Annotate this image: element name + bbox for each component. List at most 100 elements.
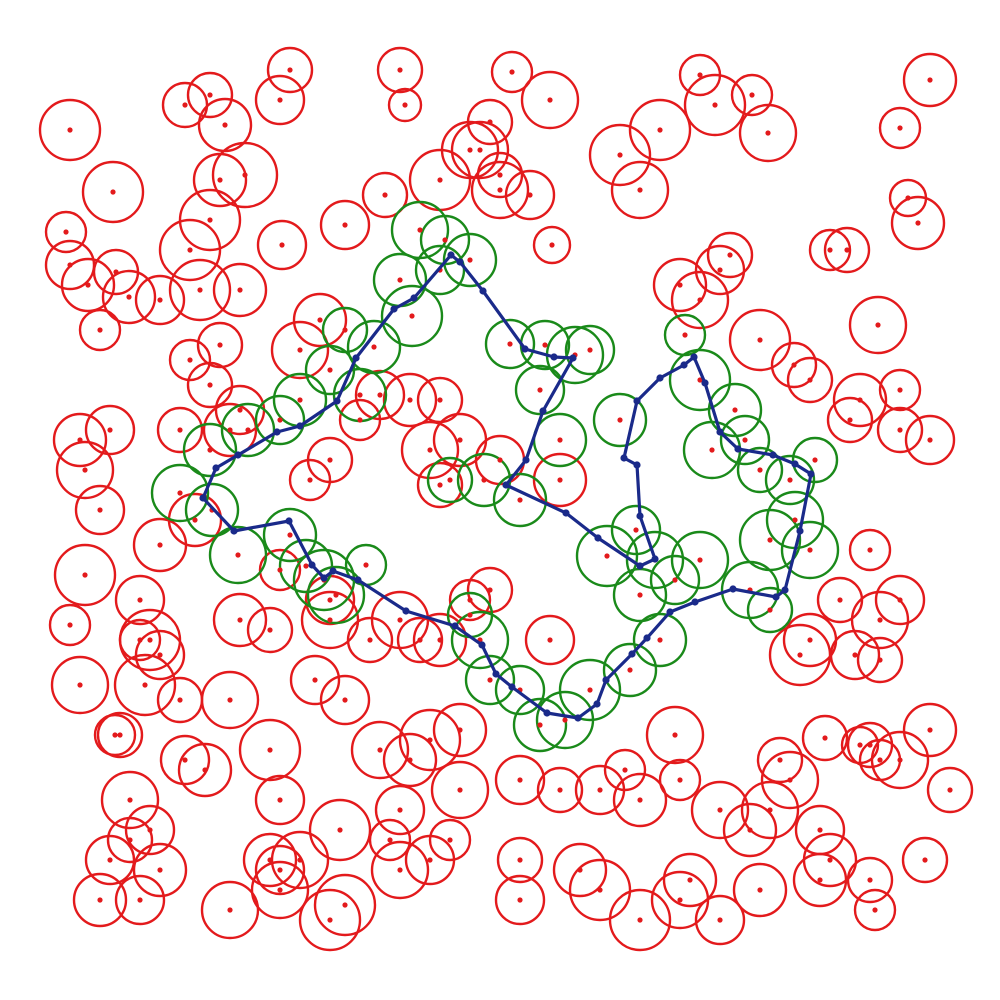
disk-center-dot — [467, 147, 473, 153]
disk-center-dot — [327, 617, 333, 623]
path-vertex — [701, 379, 709, 387]
disk-center-dot — [577, 867, 583, 873]
unused-disk — [55, 440, 115, 500]
disk-center-dot — [877, 757, 883, 763]
disk-center-dot — [235, 552, 241, 558]
path-disk — [254, 394, 306, 446]
disk-center-dot — [417, 227, 423, 233]
unused-disk — [134, 274, 186, 326]
disk-center-dot — [467, 597, 473, 603]
disk-center-dot — [110, 189, 116, 195]
unused-disk — [114, 874, 166, 926]
disk-center-dot — [747, 827, 753, 833]
unused-disk — [732, 862, 788, 918]
disk-center-dot — [267, 857, 273, 863]
disk-center-dot — [457, 437, 463, 443]
disk-center-dot — [177, 490, 183, 496]
unused-disk — [197, 97, 253, 153]
disk-center-dot — [927, 77, 933, 83]
unused-disk — [683, 73, 747, 137]
disk-center-dot — [287, 67, 293, 73]
path-vertex — [574, 714, 582, 722]
disk-center-dot — [604, 553, 610, 559]
disk-center-dot — [277, 887, 283, 893]
unused-disk — [848, 528, 892, 572]
disk-center-dot — [767, 607, 773, 613]
unused-disk — [60, 257, 116, 313]
unused-disk — [901, 836, 949, 884]
disk-center-dot — [342, 327, 348, 333]
path-vertex — [594, 534, 602, 542]
used-disks-layer — [150, 200, 840, 753]
path-vertex — [543, 709, 551, 717]
unused-disk — [466, 566, 514, 614]
path-vertex — [656, 374, 664, 382]
disk-center-dot — [791, 362, 797, 368]
disk-center-dot — [207, 92, 213, 98]
unused-disk — [802, 832, 858, 888]
disk-center-dot — [897, 387, 903, 393]
unused-disk — [300, 590, 360, 650]
disk-center-dot — [107, 427, 113, 433]
disk-center-dot — [342, 697, 348, 703]
disk-center-dot — [481, 477, 487, 483]
disk-center-dot — [827, 857, 833, 863]
disk-center-dot — [197, 287, 203, 293]
disk-center-dot — [267, 747, 273, 753]
disk-center-dot — [697, 377, 703, 383]
disk-center-dot — [517, 777, 523, 783]
disk-center-dot — [587, 347, 593, 353]
path-vertex — [628, 650, 636, 658]
path-disk — [592, 392, 648, 448]
disk-center-dot — [97, 897, 103, 903]
unused-disk — [476, 151, 524, 199]
disk-center-dot — [377, 392, 383, 398]
unused-disk — [238, 718, 302, 782]
disk-center-dot — [457, 787, 463, 793]
disk-center-dot — [67, 622, 73, 628]
path-disk — [208, 525, 268, 585]
disk-center-dot — [742, 437, 748, 443]
path-vertex — [479, 287, 487, 295]
unused-disk — [694, 894, 746, 946]
path-vertex — [285, 517, 293, 525]
unused-disk — [308, 798, 372, 862]
disk-center-dot — [67, 262, 73, 268]
disk-center-dot — [905, 195, 911, 201]
path-disk — [150, 463, 210, 523]
unused-disk — [319, 199, 371, 251]
unused-disk — [662, 852, 718, 908]
unused-disk — [38, 98, 102, 162]
unused-disk — [156, 406, 204, 454]
path-disk — [464, 654, 516, 706]
disk-center-dot — [877, 657, 883, 663]
path-vertex — [539, 407, 547, 415]
path-disk — [514, 364, 566, 416]
unused-disk — [694, 244, 746, 296]
unused-disk — [298, 888, 362, 952]
disk-center-dot — [867, 547, 873, 553]
unused-disk — [200, 880, 260, 940]
path-vertex — [410, 294, 418, 302]
unused-disk — [874, 574, 926, 626]
path-disk — [494, 664, 546, 716]
disk-center-dot — [622, 767, 628, 773]
disk-center-dot — [633, 527, 639, 533]
disk-center-dot — [915, 220, 921, 226]
disk-center-dot — [82, 572, 88, 578]
unused-disk — [361, 171, 409, 219]
unused-disk — [212, 592, 268, 648]
unused-disk — [100, 770, 160, 830]
disk-center-dot — [112, 732, 118, 738]
disk-center-dot — [672, 577, 678, 583]
disk-center-dot — [137, 637, 143, 643]
disk-center-dot — [217, 342, 223, 348]
path-disk — [450, 610, 510, 670]
disk-center-dot — [127, 837, 133, 843]
disk-center-dot — [85, 282, 91, 288]
disk-center-dot — [327, 367, 333, 373]
disk-center-dot — [382, 192, 388, 198]
unused-disk — [794, 804, 846, 856]
unused-disk — [374, 784, 426, 836]
disk-center-dot — [787, 477, 793, 483]
